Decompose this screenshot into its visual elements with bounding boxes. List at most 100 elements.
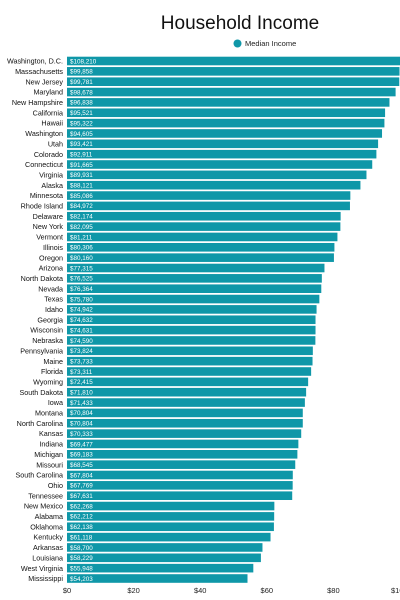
bars-group — [67, 56, 400, 583]
bar-michigan — [67, 450, 298, 459]
bar-kansas — [67, 429, 302, 438]
value-label-arkansas: $58,700 — [70, 545, 93, 552]
value-label-west-virginia: $55,948 — [70, 565, 93, 572]
bar-ohio — [67, 481, 293, 490]
bar-georgia — [67, 315, 316, 325]
value-label-louisiana: $58,229 — [70, 555, 93, 562]
category-label-indiana: Indiana — [39, 440, 63, 449]
category-label-vermont: Vermont — [36, 233, 63, 242]
category-label-utah: Utah — [48, 139, 63, 148]
category-label-delaware: Delaware — [33, 212, 63, 221]
x-tick-label: $60 — [261, 586, 274, 595]
category-label-nevada: Nevada — [38, 284, 63, 293]
bar-louisiana — [67, 553, 261, 563]
value-label-georgia: $74,632 — [70, 317, 93, 324]
value-label-vermont: $81,211 — [70, 234, 93, 241]
value-label-new-york: $82,095 — [70, 224, 93, 231]
bar-washington-d-c — [67, 56, 400, 66]
bar-mississippi — [67, 574, 248, 583]
value-label-maine: $73,733 — [70, 358, 93, 365]
value-label-alabama: $62,212 — [70, 514, 93, 521]
value-label-delaware: $82,174 — [70, 214, 93, 221]
value-label-texas: $75,780 — [70, 296, 93, 303]
category-label-arizona: Arizona — [39, 264, 63, 273]
category-label-oregon: Oregon — [39, 253, 63, 262]
category-label-alaska: Alaska — [41, 181, 63, 190]
bar-connecticut — [67, 160, 373, 169]
bar-virginia — [67, 170, 367, 180]
category-label-new-hampshire: New Hampshire — [12, 98, 63, 107]
bar-vermont — [67, 232, 338, 242]
category-label-georgia: Georgia — [37, 315, 63, 324]
bar-california — [67, 108, 386, 118]
value-label-connecticut: $91,665 — [70, 162, 93, 169]
category-label-wyoming: Wyoming — [33, 377, 63, 386]
category-label-hawaii: Hawaii — [41, 119, 63, 128]
category-label-rhode-island: Rhode Island — [21, 202, 63, 211]
bar-rhode-island — [67, 201, 350, 211]
value-label-nebraska: $74,590 — [70, 338, 93, 345]
value-label-hawaii: $95,322 — [70, 120, 93, 127]
bar-tennessee — [67, 491, 293, 500]
category-label-kentucky: Kentucky — [33, 533, 63, 542]
category-label-texas: Texas — [44, 295, 63, 304]
bar-texas — [67, 294, 320, 304]
x-tick-label: $0 — [63, 586, 71, 595]
category-label-minnesota: Minnesota — [30, 191, 63, 200]
value-label-kansas: $70,333 — [70, 431, 93, 438]
value-label-alaska: $88,121 — [70, 183, 93, 190]
bar-oklahoma — [67, 522, 274, 532]
x-tick-label: $20 — [127, 586, 140, 595]
value-label-mississippi: $54,203 — [70, 576, 93, 583]
value-label-pennsylvania: $73,824 — [70, 348, 93, 355]
value-label-kentucky: $61,118 — [70, 534, 93, 541]
value-label-maryland: $98,678 — [70, 89, 93, 96]
bar-utah — [67, 139, 379, 149]
value-label-washington: $94,605 — [70, 131, 93, 138]
category-label-louisiana: Louisiana — [32, 553, 63, 562]
category-label-kansas: Kansas — [39, 429, 63, 438]
bar-idaho — [67, 305, 317, 314]
value-label-utah: $93,421 — [70, 141, 93, 148]
category-label-south-carolina: South Carolina — [15, 471, 63, 480]
bar-washington — [67, 129, 383, 138]
bar-arkansas — [67, 543, 263, 552]
category-label-new-york: New York — [33, 222, 64, 231]
bar-massachusetts — [67, 67, 400, 76]
bar-alabama — [67, 512, 275, 521]
bar-north-carolina — [67, 418, 303, 428]
bar-west-virginia — [67, 563, 254, 573]
value-label-north-dakota: $76,525 — [70, 276, 93, 283]
bar-missouri — [67, 460, 296, 469]
bar-alaska — [67, 180, 361, 190]
value-label-california: $95,521 — [70, 110, 93, 117]
bar-north-dakota — [67, 274, 322, 283]
value-label-nevada: $76,364 — [70, 286, 93, 293]
bar-indiana — [67, 439, 299, 449]
legend-label-median-income: Median Income — [245, 39, 296, 48]
category-label-alabama: Alabama — [35, 512, 63, 521]
category-label-arkansas: Arkansas — [33, 543, 63, 552]
category-label-wisconsin: Wisconsin — [30, 326, 63, 335]
category-label-north-carolina: North Carolina — [17, 419, 63, 428]
value-label-oregon: $80,160 — [70, 255, 93, 262]
category-label-illinois: Illinois — [43, 243, 63, 252]
x-tick-label: $80 — [327, 586, 340, 595]
bar-illinois — [67, 243, 335, 252]
value-label-new-mexico: $62,268 — [70, 503, 93, 510]
category-label-washington: Washington — [25, 129, 63, 138]
value-label-colorado: $92,911 — [70, 151, 93, 158]
value-label-washington-d-c: $108,210 — [70, 58, 97, 65]
category-label-idaho: Idaho — [45, 305, 63, 314]
legend-swatch-median-income — [233, 39, 242, 48]
bar-maryland — [67, 87, 396, 97]
bar-new-hampshire — [67, 98, 390, 107]
category-label-north-dakota: North Dakota — [21, 274, 63, 283]
category-label-michigan: Michigan — [34, 450, 63, 459]
value-label-south-carolina: $67,804 — [70, 472, 93, 479]
value-label-idaho: $74,942 — [70, 307, 93, 314]
category-label-maine: Maine — [43, 357, 63, 366]
category-label-florida: Florida — [41, 367, 63, 376]
category-label-maryland: Maryland — [33, 88, 63, 97]
